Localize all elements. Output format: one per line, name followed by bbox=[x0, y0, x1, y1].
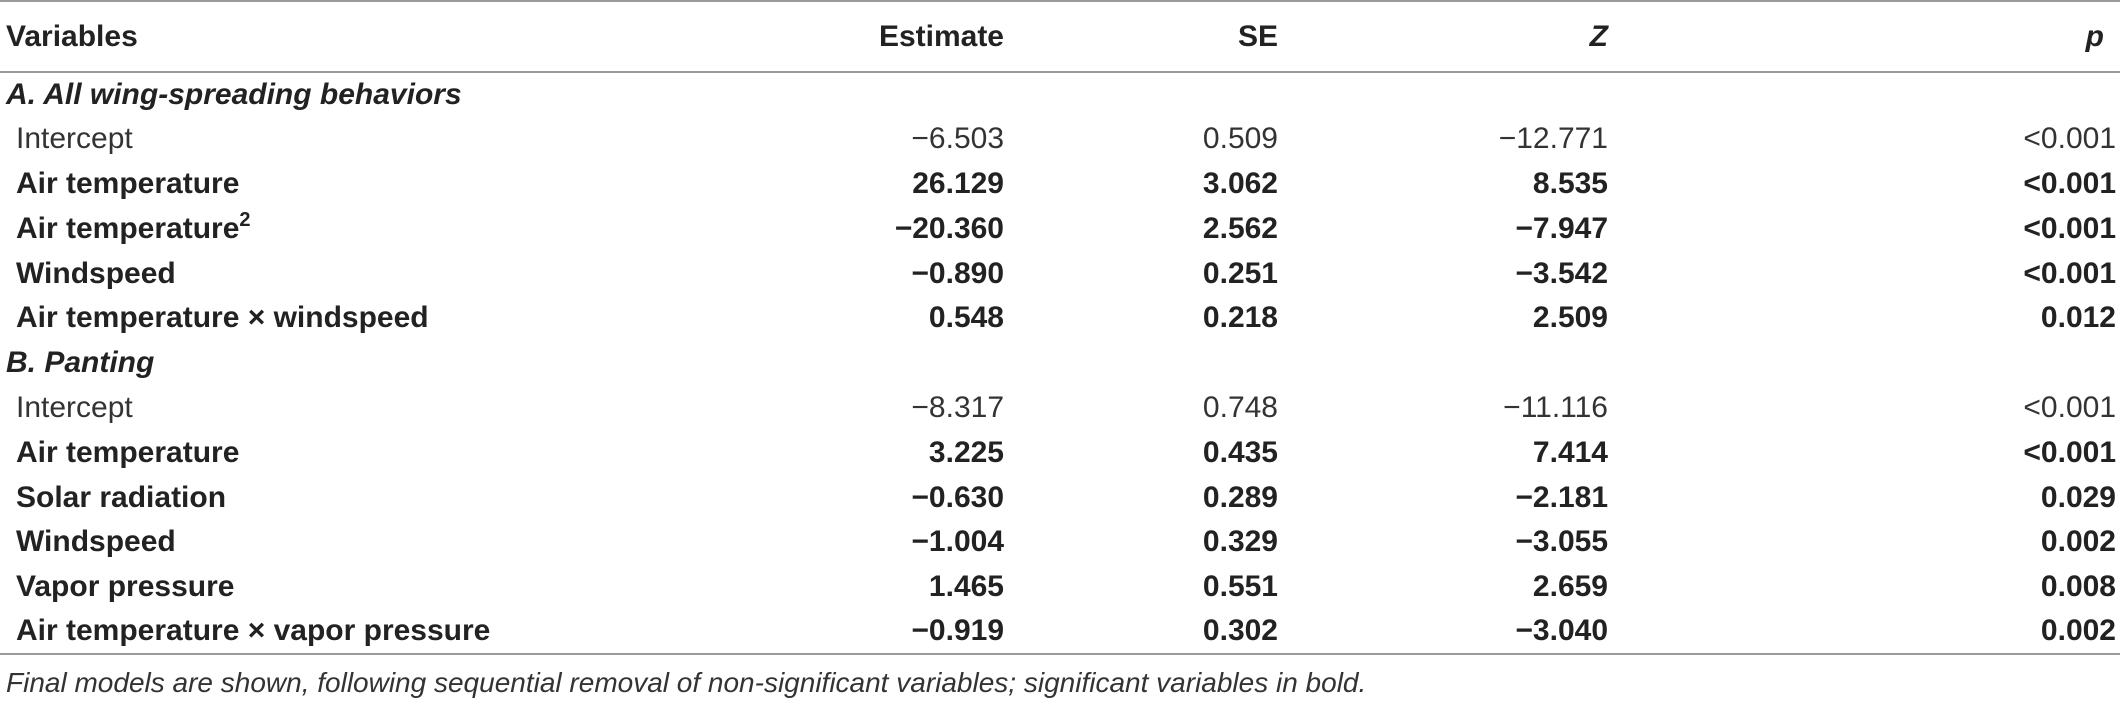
z-cell: −3.055 bbox=[1515, 525, 1608, 559]
z-cell: −12.771 bbox=[1498, 122, 1608, 156]
se-cell: 0.218 bbox=[1202, 301, 1278, 335]
variable-name: Air temperature bbox=[16, 211, 240, 245]
z-cell: −3.542 bbox=[1515, 256, 1608, 290]
p-cell: 0.012 bbox=[2040, 301, 2116, 335]
p-cell: 0.029 bbox=[2040, 480, 2116, 514]
variable-superscript: 2 bbox=[239, 208, 251, 231]
estimate-cell: −0.630 bbox=[911, 480, 1004, 514]
regression-table-container: Variables Estimate SE Z p A. All wing-sp… bbox=[0, 0, 2120, 656]
z-cell: 8.535 bbox=[1532, 166, 1608, 200]
variable-cell: Windspeed bbox=[0, 520, 700, 565]
se-cell: 0.329 bbox=[1202, 525, 1278, 559]
table-row: Air temperature × windspeed 0.548 0.218 2.5… bbox=[0, 296, 2120, 341]
table-row: Solar radiation −0.630 0.289 −2.181 0.029 bbox=[0, 475, 2120, 520]
regression-table: Variables Estimate SE Z p A. All wing-sp… bbox=[0, 0, 2120, 656]
variable-cell: Air temperature2 bbox=[0, 206, 700, 251]
estimate-cell: −20.360 bbox=[894, 211, 1004, 245]
table-row: Windspeed −1.004 0.329 −3.055 0.002 bbox=[0, 520, 2120, 565]
z-cell: 7.414 bbox=[1532, 435, 1608, 469]
estimate-cell: −0.890 bbox=[911, 256, 1004, 290]
variable-name: Air temperature bbox=[16, 166, 240, 200]
z-cell: −7.947 bbox=[1515, 211, 1608, 245]
p-cell: <0.001 bbox=[2023, 390, 2116, 424]
z-cell: 2.509 bbox=[1532, 301, 1608, 335]
estimate-cell: −0.919 bbox=[700, 609, 1010, 656]
variable-name: Intercept bbox=[16, 122, 133, 156]
se-cell: 0.289 bbox=[1202, 480, 1278, 514]
variable-cell: Air temperature × vapor pressure bbox=[0, 609, 700, 656]
table-row: Air temperature × vapor pressure −0.919 0.… bbox=[0, 609, 2120, 656]
table-row: Vapor pressure 1.465 0.551 2.659 0.008 bbox=[0, 565, 2120, 610]
table-footnote: Final models are shown, following sequen… bbox=[6, 667, 1367, 698]
variable-cell: Vapor pressure bbox=[0, 565, 700, 610]
z-cell: 2.659 bbox=[1532, 570, 1608, 604]
header-estimate: Estimate bbox=[700, 0, 1010, 73]
variable-name: Air temperature × windspeed bbox=[16, 301, 429, 335]
section-title: B. Panting bbox=[6, 346, 155, 380]
header-se: SE bbox=[1010, 0, 1380, 73]
se-cell: 0.551 bbox=[1202, 570, 1278, 604]
table-row: Intercept −8.317 0.748 −11.116 <0.001 bbox=[0, 386, 2120, 431]
estimate-cell: −1.004 bbox=[911, 525, 1004, 559]
section-row: A. All wing-spreading behaviors bbox=[0, 72, 2120, 117]
p-cell: 0.002 bbox=[2040, 525, 2116, 559]
header-z: Z bbox=[1380, 0, 1780, 73]
variable-cell: Intercept bbox=[0, 117, 700, 162]
table-header: Variables Estimate SE Z p bbox=[0, 0, 2120, 73]
header-p: p bbox=[1780, 0, 2120, 73]
p-cell: <0.001 bbox=[2023, 256, 2116, 290]
se-cell: 0.302 bbox=[1010, 609, 1380, 656]
header-row: Variables Estimate SE Z p bbox=[0, 0, 2120, 73]
variable-name: Windspeed bbox=[16, 525, 176, 559]
se-cell: 0.748 bbox=[1202, 390, 1278, 424]
p-cell: <0.001 bbox=[2023, 435, 2116, 469]
p-cell: <0.001 bbox=[2023, 166, 2116, 200]
table-row: Air temperature 3.225 0.435 7.414 <0.001 bbox=[0, 430, 2120, 475]
variable-cell: Windspeed bbox=[0, 251, 700, 296]
variable-name: Windspeed bbox=[16, 256, 176, 290]
estimate-cell: 0.548 bbox=[928, 301, 1004, 335]
se-cell: 3.062 bbox=[1202, 166, 1278, 200]
table-body: A. All wing-spreading behaviors Intercept… bbox=[0, 72, 2120, 656]
z-cell: −3.040 bbox=[1380, 609, 1780, 656]
variable-cell: Air temperature bbox=[0, 162, 700, 207]
variable-name: Air temperature bbox=[16, 435, 240, 469]
variable-name: Vapor pressure bbox=[16, 570, 235, 604]
se-cell: 2.562 bbox=[1202, 211, 1278, 245]
section-title: A. All wing-spreading behaviors bbox=[6, 77, 462, 111]
variable-name: Air temperature × vapor pressure bbox=[16, 614, 491, 648]
estimate-cell: −8.317 bbox=[911, 390, 1004, 424]
estimate-cell: 1.465 bbox=[928, 570, 1004, 604]
p-cell: <0.001 bbox=[2023, 122, 2116, 156]
p-cell: <0.001 bbox=[2023, 211, 2116, 245]
estimate-cell: 3.225 bbox=[928, 435, 1004, 469]
variable-cell: Solar radiation bbox=[0, 475, 700, 520]
variable-name: Solar radiation bbox=[16, 480, 227, 514]
z-cell: −2.181 bbox=[1515, 480, 1608, 514]
se-cell: 0.435 bbox=[1202, 435, 1278, 469]
se-cell: 0.509 bbox=[1202, 122, 1278, 156]
table-row: Air temperature 26.129 3.062 8.535 <0.001 bbox=[0, 162, 2120, 207]
estimate-cell: 26.129 bbox=[912, 166, 1004, 200]
p-cell: 0.008 bbox=[2040, 570, 2116, 604]
table-row: Windspeed −0.890 0.251 −3.542 <0.001 bbox=[0, 251, 2120, 296]
table-row: Intercept −6.503 0.509 −12.771 <0.001 bbox=[0, 117, 2120, 162]
estimate-cell: −6.503 bbox=[911, 122, 1004, 156]
variable-cell: Air temperature bbox=[0, 430, 700, 475]
variable-name: Intercept bbox=[16, 390, 133, 424]
header-variables: Variables bbox=[0, 0, 700, 73]
se-cell: 0.251 bbox=[1202, 256, 1278, 290]
table-row: Air temperature2 −20.360 2.562 −7.947 <0.001 bbox=[0, 206, 2120, 251]
variable-cell: Air temperature × windspeed bbox=[0, 296, 700, 341]
variable-cell: Intercept bbox=[0, 386, 700, 431]
p-cell: 0.002 bbox=[1780, 609, 2120, 656]
z-cell: −11.116 bbox=[1503, 390, 1608, 424]
section-row: B. Panting bbox=[0, 341, 2120, 386]
